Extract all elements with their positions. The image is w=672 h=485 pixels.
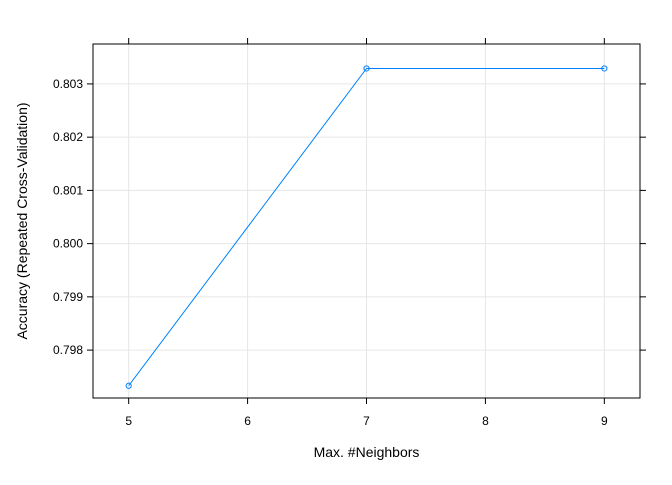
data-point [125,382,132,389]
y-axis-title: Accuracy (Repeated Cross-Validation) [14,102,30,339]
y-tick-label: 0.801 [53,183,83,197]
x-tick-label: 6 [244,414,251,428]
series-line [128,67,605,387]
x-axis-title: Max. #Neighbors [314,444,420,460]
data-point [601,65,608,72]
x-tick-label: 7 [363,414,370,428]
x-tick-label: 5 [125,414,132,428]
grid-lines [93,44,640,398]
y-tick-label: 0.798 [53,343,83,357]
x-tick-label: 9 [601,414,608,428]
y-tick-label: 0.800 [53,237,83,251]
data-point [363,65,370,72]
x-tick-label: 8 [482,414,489,428]
series-layer [125,65,608,389]
y-tick-label: 0.802 [53,130,83,144]
axis-ticks: 5 6 7 8 9 0.798 0.799 0.800 0.801 0.802 0.803 [53,38,646,428]
y-tick-label: 0.803 [53,77,83,91]
y-tick-label: 0.799 [53,290,83,304]
